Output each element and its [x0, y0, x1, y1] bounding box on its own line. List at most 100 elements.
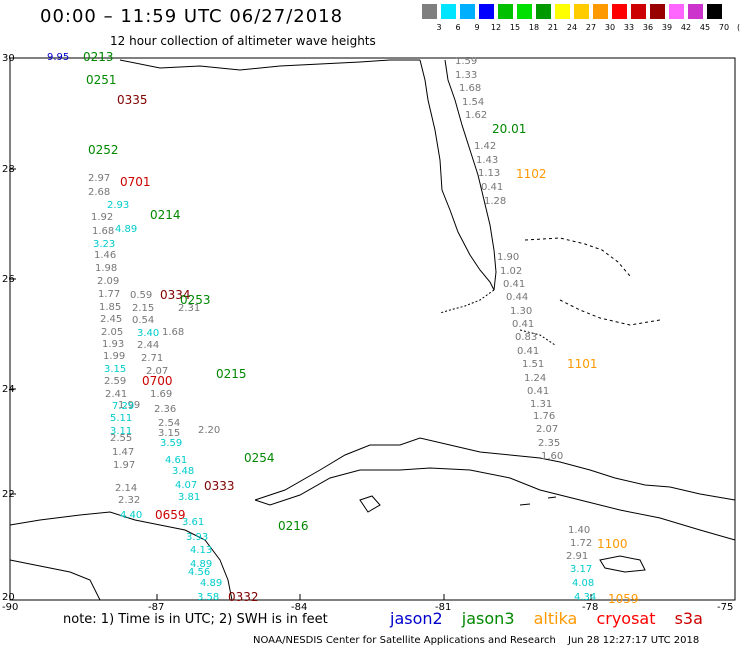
wave-value: 1.30 — [510, 306, 532, 317]
wave-value: 0.41 — [481, 182, 503, 193]
wave-value: 3.58 — [197, 592, 219, 603]
wave-value: 1.90 — [497, 252, 519, 263]
wave-value: 2.15 — [132, 303, 154, 314]
pass-label: 0332 — [228, 590, 259, 604]
wave-value: 1.77 — [98, 289, 120, 300]
wave-value: 1.72 — [570, 538, 592, 549]
wave-value: 1.42 — [474, 141, 496, 152]
color-tick-label: 6 — [455, 23, 461, 32]
pass-label: 0215 — [216, 367, 247, 381]
pass-label: 0701 — [120, 175, 151, 189]
color-tick-label: 12 — [490, 23, 502, 32]
color-swatch — [574, 4, 589, 19]
wave-value: 1.02 — [500, 266, 522, 277]
color-swatch — [650, 4, 665, 19]
wave-value: 1.13 — [478, 168, 500, 179]
pass-label: 0254 — [244, 451, 275, 465]
wave-value: 3.40 — [137, 328, 159, 339]
pass-label: 20.01 — [492, 122, 526, 136]
wave-value: 2.36 — [154, 404, 176, 415]
wave-value: 2.09 — [97, 276, 119, 287]
wave-value: 3.93 — [186, 532, 208, 543]
wave-value: 4.07 — [175, 480, 197, 491]
color-swatch — [688, 4, 703, 19]
legend-cryosat: cryosat — [596, 609, 656, 628]
wave-value: 4.13 — [190, 545, 212, 556]
color-tick-label: 15 — [509, 23, 521, 32]
color-swatch — [498, 4, 513, 19]
color-swatch — [631, 4, 646, 19]
wave-value: 9.95 — [47, 52, 69, 63]
pass-label: 0216 — [278, 519, 309, 533]
wave-value: 4.40 — [120, 510, 142, 521]
color-swatch — [612, 4, 627, 19]
wave-value: 4.89 — [115, 224, 137, 235]
coastlines — [9, 59, 736, 601]
color-tick-label: 30 — [604, 23, 616, 32]
wave-value: 1.69 — [150, 389, 172, 400]
color-swatch — [593, 4, 608, 19]
wave-value: 3.61 — [182, 517, 204, 528]
color-tick-label: (ft) — [736, 23, 740, 32]
wave-value: 3.81 — [178, 492, 200, 503]
wave-value: 0.83 — [515, 332, 537, 343]
wave-value: 2.20 — [198, 425, 220, 436]
color-tick-label: 9 — [474, 23, 480, 32]
pass-label: 0251 — [86, 73, 117, 87]
color-swatch — [422, 4, 437, 19]
color-swatch — [669, 4, 684, 19]
wave-value: 2.07 — [146, 366, 168, 377]
wave-value: 2.93 — [107, 200, 129, 211]
wave-value: 0.41 — [512, 319, 534, 330]
wave-value: 2.55 — [110, 433, 132, 444]
wave-value: 1.60 — [541, 451, 563, 462]
lat-label: 28 — [2, 164, 15, 175]
wave-value: 1.51 — [522, 359, 544, 370]
wave-value: 2.91 — [566, 551, 588, 562]
wave-value: 2.41 — [105, 389, 127, 400]
color-swatch — [517, 4, 532, 19]
color-swatch — [441, 4, 456, 19]
wave-value: 1.40 — [568, 525, 590, 536]
color-tick-label: 39 — [661, 23, 673, 32]
wave-value: 2.71 — [141, 353, 163, 364]
wave-value: 1.68 — [162, 327, 184, 338]
wave-value: 1.46 — [94, 250, 116, 261]
lon-label: -78 — [582, 602, 598, 613]
wave-value: 2.45 — [100, 314, 122, 325]
wave-value: 0.59 — [130, 290, 152, 301]
wave-value: 7.29 — [112, 401, 134, 412]
color-swatch — [536, 4, 551, 19]
wave-value: 2.05 — [101, 327, 123, 338]
lon-label: -81 — [435, 602, 451, 613]
pass-label: 0253 — [180, 293, 211, 307]
color-swatch — [555, 4, 570, 19]
lon-label: -90 — [2, 602, 18, 613]
wave-value: 1.98 — [95, 263, 117, 274]
wave-value: 1.33 — [455, 70, 477, 81]
color-tick-label: 3 — [436, 23, 442, 32]
lat-label: 24 — [2, 384, 15, 395]
color-swatch — [707, 4, 722, 19]
wave-value: 3.23 — [93, 239, 115, 250]
lat-label: 26 — [2, 274, 15, 285]
wave-value: 1.93 — [102, 339, 124, 350]
color-tick-label: 45 — [699, 23, 711, 32]
wave-value: 1.24 — [524, 373, 546, 384]
color-tick-label: 27 — [585, 23, 597, 32]
color-tick-label: 70 — [718, 23, 730, 32]
wave-value: 1.99 — [103, 351, 125, 362]
legend-s3a: s3a — [674, 609, 703, 628]
frame-ticks — [10, 168, 592, 600]
wave-value: 2.35 — [538, 438, 560, 449]
map-frame — [9, 57, 736, 601]
lon-labels: -90 -87 -84 -81 -78 -75 — [2, 602, 733, 613]
wave-value: 1.99 — [118, 400, 140, 411]
pass-label: 1100 — [597, 537, 628, 551]
wave-value: 1.85 — [99, 302, 121, 313]
wave-value: 0.44 — [506, 292, 528, 303]
wave-value: 0.41 — [527, 386, 549, 397]
color-swatch — [479, 4, 494, 19]
lon-label: -84 — [291, 602, 307, 613]
